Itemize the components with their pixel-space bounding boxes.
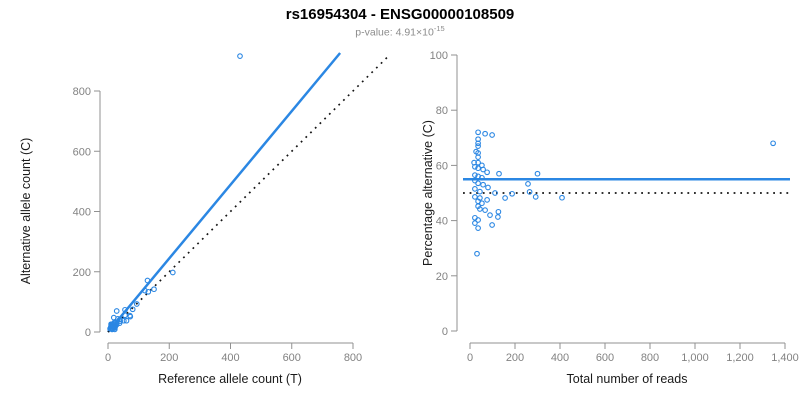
data-point [502, 195, 508, 201]
data-point [559, 194, 565, 201]
data-point [472, 163, 478, 170]
data-point [496, 170, 502, 177]
y-tick-label: 800 [73, 86, 91, 98]
data-point [120, 317, 127, 324]
x-tick-label: 400 [221, 352, 239, 364]
data-point [475, 154, 481, 160]
data-point [475, 225, 481, 231]
data-point [492, 190, 498, 196]
data-point [111, 326, 118, 333]
data-point [484, 169, 490, 176]
x-tick-label: 1,200 [726, 352, 754, 364]
data-point [144, 277, 151, 284]
data-point [475, 129, 481, 136]
data-point [123, 317, 130, 324]
y-tick-label: 400 [73, 207, 91, 219]
y-tick-label: 100 [430, 50, 448, 62]
data-point [475, 143, 481, 149]
data-point [534, 170, 541, 177]
x-tick-label: 200 [160, 352, 178, 364]
y-tick-label: 200 [73, 267, 91, 279]
y-tick-label: 0 [442, 326, 448, 338]
p-value-mantissa: 4.91 [395, 26, 417, 39]
y-tick-label: 40 [436, 216, 448, 228]
data-point [133, 301, 140, 307]
data-point [116, 320, 123, 327]
x-tick-label: 0 [467, 352, 473, 364]
x-tick-label: 1,000 [681, 352, 709, 364]
data-point [475, 159, 481, 166]
allele-counts-plot-x-label: Reference allele count (T) [158, 372, 302, 386]
x-tick-label: 600 [283, 352, 301, 364]
data-point [113, 308, 120, 314]
p-value-exponent: -15 [433, 24, 445, 34]
x-tick-label: 200 [506, 352, 524, 364]
multiply-sign: × [416, 26, 423, 39]
data-point [484, 197, 490, 203]
data-point [489, 222, 495, 228]
data-point [109, 326, 115, 333]
data-point [479, 174, 485, 181]
allele-counts-plot-y-label: Alternative allele count (C) [19, 138, 33, 285]
y-tick-label: 0 [85, 327, 91, 339]
data-point [485, 184, 491, 191]
p-value-label: p-value: [355, 26, 396, 39]
data-point [475, 180, 481, 187]
data-point [482, 130, 488, 137]
p-value-subtitle: p-value: 4.91×10-15 [0, 24, 800, 39]
x-tick-label: 400 [551, 352, 569, 364]
data-point [472, 172, 478, 178]
percentage-vs-reads-plot-y-label: Percentage alternative (C) [421, 120, 435, 266]
data-point [129, 306, 136, 313]
data-point [237, 53, 243, 59]
data-point [480, 166, 486, 173]
data-point [509, 190, 515, 197]
x-tick-label: 1,400 [771, 352, 799, 364]
data-point [169, 269, 176, 276]
data-point [495, 214, 501, 220]
percentage-vs-reads-plot-x-label: Total number of reads [567, 372, 688, 386]
y-tick-label: 20 [436, 271, 448, 283]
p-value-base: 10 [422, 26, 434, 39]
data-point [477, 206, 483, 212]
data-point [477, 188, 483, 195]
data-point [479, 200, 485, 207]
data-point [127, 313, 134, 320]
data-point [489, 132, 495, 138]
y-tick-label: 60 [436, 160, 448, 172]
x-tick-label: 0 [105, 352, 111, 364]
data-point [151, 286, 157, 293]
data-point [472, 220, 478, 226]
data-point [475, 165, 481, 172]
x-tick-label: 800 [641, 352, 659, 364]
data-point [142, 287, 148, 294]
data-point [525, 181, 531, 187]
data-point [474, 250, 480, 257]
chart-header: rs16954304 - ENSG00000108509 p-value: 4.… [0, 6, 800, 39]
data-point [475, 140, 481, 147]
data-point [495, 208, 502, 215]
data-point [770, 140, 776, 147]
y-tick-label: 80 [436, 105, 448, 117]
data-point [122, 306, 128, 313]
data-point [480, 181, 486, 188]
data-point [475, 217, 481, 223]
x-tick-label: 600 [596, 352, 614, 364]
data-point [482, 207, 488, 213]
regression-line [107, 52, 342, 333]
data-point [526, 189, 533, 195]
y-tick-label: 600 [73, 146, 91, 158]
page-title: rs16954304 - ENSG00000108509 [285, 6, 515, 23]
data-point [472, 186, 478, 192]
data-point [532, 194, 539, 200]
data-point [472, 194, 478, 200]
data-point [487, 212, 493, 218]
data-point [145, 288, 152, 295]
x-tick-label: 800 [344, 352, 362, 364]
